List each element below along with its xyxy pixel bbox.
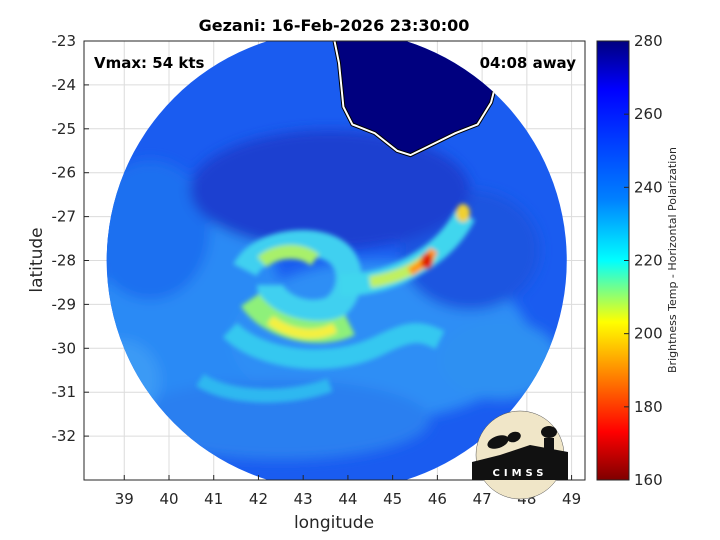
y-tick-label: -26 [52, 164, 77, 182]
satellite-dish-icon [487, 435, 509, 449]
x-tick-label: 44 [338, 490, 357, 508]
x-tick-label: 46 [428, 490, 447, 508]
x-tick-label: 41 [204, 490, 223, 508]
y-tick-label: -30 [52, 339, 77, 357]
y-tick-label: -32 [52, 427, 77, 445]
x-tick-label: 39 [115, 490, 134, 508]
cimss-logo: CIMSS [472, 410, 568, 500]
y-tick-label: -29 [52, 295, 77, 313]
y-axis-label: latitude [27, 227, 47, 292]
y-tick-label: -28 [52, 252, 77, 270]
y-tick-label: -27 [52, 208, 77, 226]
x-tick-label: 40 [159, 490, 178, 508]
vmax-label: Vmax: 54 kts [94, 54, 204, 72]
x-tick-label: 43 [294, 490, 313, 508]
colorbar-tick-label: 200 [634, 325, 663, 343]
x-tick-label: 49 [562, 490, 581, 508]
colorbar-tick-label: 280 [634, 32, 663, 50]
map-title: Gezani: 16-Feb-2026 23:30:00 [199, 16, 470, 35]
time-away-label: 04:08 away [480, 54, 577, 72]
rainband [196, 204, 475, 403]
logo-text: CIMSS [493, 468, 548, 479]
y-tick-label: -31 [52, 383, 77, 401]
colorbar [596, 40, 630, 481]
x-axis-label: longitude [294, 513, 374, 533]
y-tick-label: -24 [52, 76, 77, 94]
coastline [333, 41, 510, 157]
colorbar-tick-label: 160 [634, 471, 663, 489]
colorbar-ticks: 160 180 200 220 240 260 280 [624, 32, 663, 489]
x-tick-label: 47 [473, 490, 492, 508]
colorbar-tick-label: 220 [634, 252, 663, 270]
x-tick-label: 42 [249, 490, 268, 508]
colorbar-tick-label: 240 [634, 178, 663, 196]
y-tick-label: -25 [52, 120, 77, 138]
satellite-dish-icon [507, 431, 521, 443]
colorbar-tick-label: 180 [634, 398, 663, 416]
x-tick-label: 45 [383, 490, 402, 508]
water-tower-tank [541, 426, 557, 438]
water-tower-icon [544, 438, 554, 456]
x-axis: 39 40 41 42 43 44 45 46 47 48 49 [115, 475, 581, 508]
colorbar-tick-label: 260 [634, 105, 663, 123]
y-tick-label: -23 [52, 32, 77, 50]
y-axis: -23 -24 -25 -26 -27 -28 -29 -30 -31 -32 [52, 32, 89, 445]
colorbar-label: Brightness Temp - Horizontal Polarizatio… [666, 147, 679, 373]
